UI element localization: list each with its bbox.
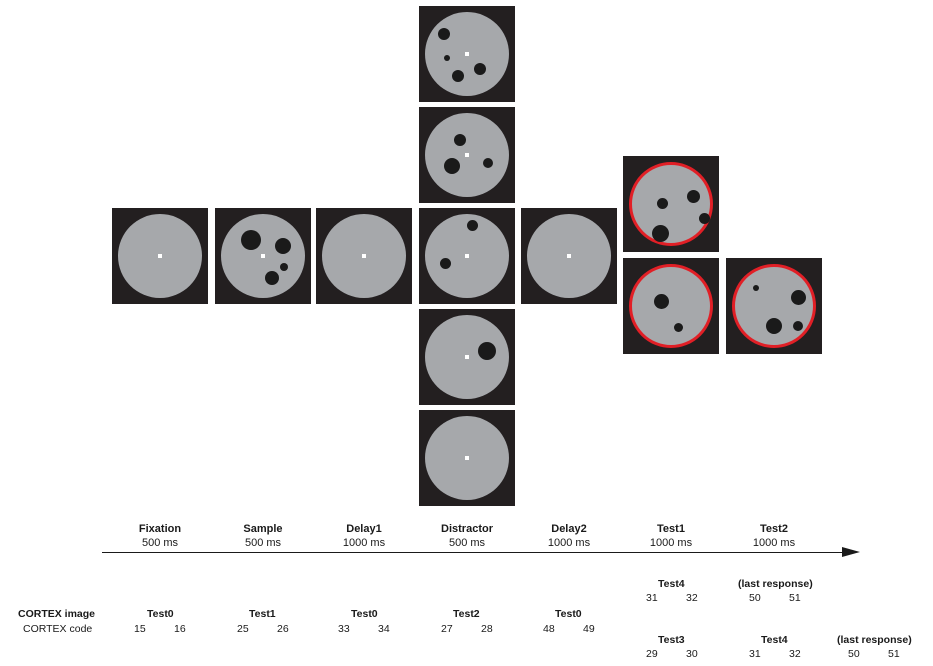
cortex-image-label: CORTEX image bbox=[18, 608, 96, 620]
cortex-image: (last response) bbox=[738, 578, 813, 590]
test2-panel bbox=[726, 258, 822, 354]
cortex-code: 31 bbox=[646, 592, 658, 604]
distractor-panel-4 bbox=[419, 309, 515, 405]
cortex-image: (last response) bbox=[837, 634, 912, 646]
distractor-dot bbox=[438, 28, 450, 40]
fixation-point bbox=[465, 456, 469, 460]
sample-dot bbox=[241, 230, 261, 250]
distractor-panel-5 bbox=[419, 410, 515, 506]
distractor-disc bbox=[425, 315, 509, 399]
cortex-code: 16 bbox=[174, 623, 186, 635]
fixation-point bbox=[465, 355, 469, 359]
cortex-code: 27 bbox=[441, 623, 453, 635]
epoch-label-distractor: Distractor 500 ms bbox=[441, 523, 493, 549]
cortex-code-label: CORTEX code bbox=[23, 623, 93, 635]
test-dot bbox=[791, 290, 806, 305]
cortex-code: 34 bbox=[378, 623, 390, 635]
distractor-dot bbox=[478, 342, 496, 360]
epoch-label-delay2: Delay2 1000 ms bbox=[547, 523, 591, 549]
distractor-dot bbox=[483, 158, 493, 168]
cortex-code: 28 bbox=[481, 623, 493, 635]
test1-panel-lower bbox=[623, 258, 719, 354]
test1-panel-upper bbox=[623, 156, 719, 252]
test-dot bbox=[753, 285, 759, 291]
fixation-point bbox=[465, 153, 469, 157]
cortex-image: Test2 bbox=[453, 608, 480, 620]
cortex-code: 48 bbox=[543, 623, 555, 635]
cortex-image: Test4 bbox=[658, 578, 685, 590]
cortex-code: 33 bbox=[338, 623, 350, 635]
sample-panel bbox=[215, 208, 311, 304]
fixation-panel bbox=[112, 208, 208, 304]
fixation-disc bbox=[118, 214, 202, 298]
distractor-dot bbox=[440, 258, 451, 269]
fixation-point bbox=[261, 254, 265, 258]
test-dot bbox=[674, 323, 683, 332]
cortex-image: Test4 bbox=[761, 634, 788, 646]
cortex-image: Test0 bbox=[147, 608, 174, 620]
sample-dot bbox=[275, 238, 291, 254]
distractor-panel-3 bbox=[419, 208, 515, 304]
cortex-code: 51 bbox=[888, 648, 900, 660]
fixation-point bbox=[158, 254, 162, 258]
epoch-label-sample: Sample 500 ms bbox=[243, 523, 283, 549]
cortex-code: 32 bbox=[789, 648, 801, 660]
test-dot bbox=[652, 225, 669, 242]
delay1-disc bbox=[322, 214, 406, 298]
cortex-image: Test1 bbox=[249, 608, 276, 620]
cortex-code: 49 bbox=[583, 623, 595, 635]
epoch-label-test1: Test1 1000 ms bbox=[649, 523, 693, 549]
distractor-panel-2 bbox=[419, 107, 515, 203]
cortex-code: 50 bbox=[749, 592, 761, 604]
test-dot bbox=[699, 213, 710, 224]
sample-dot bbox=[265, 271, 279, 285]
fixation-point bbox=[465, 52, 469, 56]
cortex-code: 26 bbox=[277, 623, 289, 635]
time-arrow-head bbox=[842, 547, 860, 557]
epoch-label-test2: Test2 1000 ms bbox=[752, 523, 796, 549]
test-dot bbox=[657, 198, 668, 209]
test-dot bbox=[687, 190, 700, 203]
cortex-code: 15 bbox=[134, 623, 146, 635]
sample-dot bbox=[280, 263, 288, 271]
distractor-dot bbox=[467, 220, 478, 231]
distractor-dot bbox=[444, 55, 450, 61]
cortex-code: 31 bbox=[749, 648, 761, 660]
cortex-code: 30 bbox=[686, 648, 698, 660]
delay2-disc bbox=[527, 214, 611, 298]
fixation-point bbox=[567, 254, 571, 258]
fixation-point bbox=[465, 254, 469, 258]
sample-disc bbox=[221, 214, 305, 298]
distractor-dot bbox=[454, 134, 466, 146]
distractor-disc bbox=[425, 416, 509, 500]
distractor-dot bbox=[444, 158, 460, 174]
distractor-disc bbox=[425, 214, 509, 298]
distractor-disc bbox=[425, 113, 509, 197]
test2-disc bbox=[732, 264, 816, 348]
test1-disc-upper bbox=[629, 162, 713, 246]
test1-disc-lower bbox=[629, 264, 713, 348]
cortex-code: 32 bbox=[686, 592, 698, 604]
test-dot bbox=[654, 294, 669, 309]
cortex-image: Test0 bbox=[351, 608, 378, 620]
delay1-panel bbox=[316, 208, 412, 304]
cortex-code: 25 bbox=[237, 623, 249, 635]
cortex-code: 50 bbox=[848, 648, 860, 660]
fixation-point bbox=[362, 254, 366, 258]
time-arrow-line bbox=[102, 552, 844, 553]
distractor-dot bbox=[474, 63, 486, 75]
test-dot bbox=[766, 318, 782, 334]
distractor-panel-1 bbox=[419, 6, 515, 102]
delay2-panel bbox=[521, 208, 617, 304]
distractor-disc bbox=[425, 12, 509, 96]
test-dot bbox=[793, 321, 803, 331]
cortex-code: 51 bbox=[789, 592, 801, 604]
cortex-image: Test0 bbox=[555, 608, 582, 620]
distractor-dot bbox=[452, 70, 464, 82]
epoch-label-delay1: Delay1 1000 ms bbox=[342, 523, 386, 549]
cortex-image: Test3 bbox=[658, 634, 685, 646]
cortex-code: 29 bbox=[646, 648, 658, 660]
epoch-label-fixation: Fixation 500 ms bbox=[138, 523, 182, 549]
